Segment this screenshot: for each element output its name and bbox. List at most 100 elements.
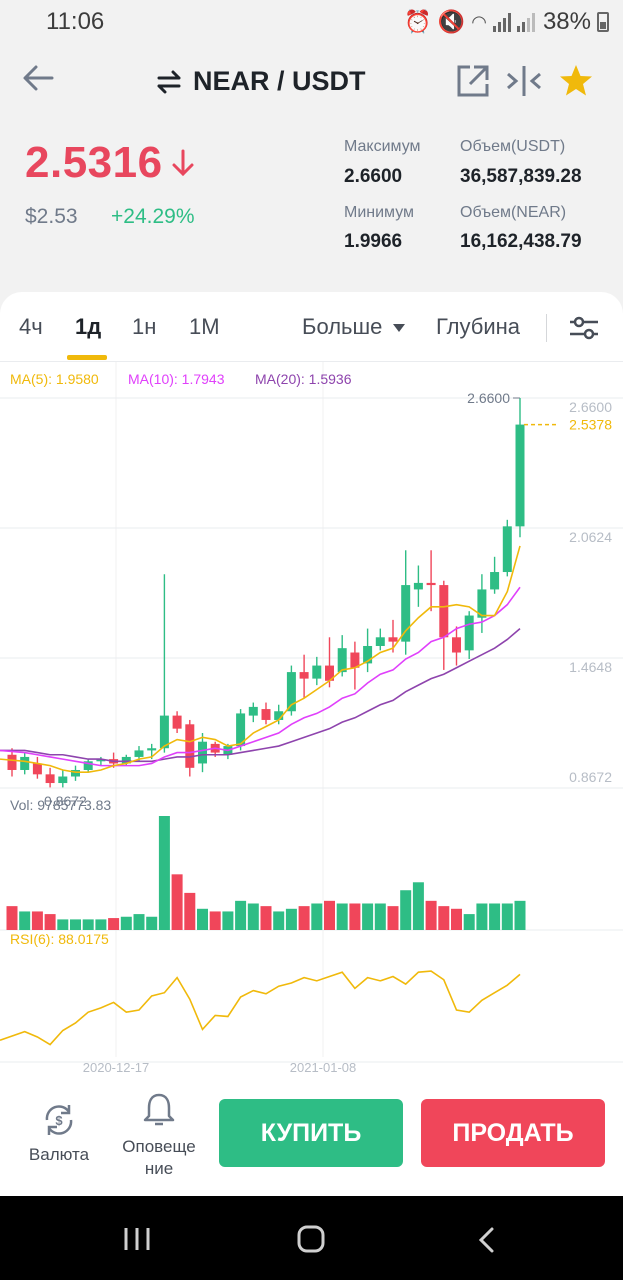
volume-bar [400, 890, 412, 930]
candle-body [477, 589, 487, 618]
candle-body [363, 645, 373, 664]
tab-depth[interactable]: Глубина [436, 314, 521, 339]
volume-bar [298, 906, 310, 930]
candle-body [464, 615, 474, 651]
candle-body [185, 724, 195, 768]
volume-bar [476, 903, 488, 930]
swap-icon [157, 70, 181, 93]
candle-body [299, 672, 309, 679]
candle-body [58, 776, 68, 784]
low-value: 1.9966 [344, 231, 403, 252]
home-icon[interactable] [296, 1224, 326, 1254]
alerts-label-line-1: Оповеще [122, 1137, 196, 1156]
currency-button[interactable]: $ Валюта [20, 1096, 98, 1166]
candle-body [236, 713, 246, 747]
volume-bar [247, 903, 259, 930]
volume-bar [463, 914, 475, 930]
ma5-label: MA(5): 1.9580 [10, 371, 99, 387]
volume-bar [438, 906, 450, 930]
tab-4h[interactable]: 4ч [19, 314, 43, 339]
alerts-button[interactable]: Оповеще ние [117, 1090, 201, 1180]
candles-group [7, 398, 525, 788]
candle-body [388, 637, 398, 642]
candle [363, 628, 373, 673]
settings-sliders-icon[interactable] [568, 314, 600, 342]
back-arrow-icon[interactable] [18, 58, 58, 98]
price-change: +24.29% [111, 205, 195, 228]
candle [185, 719, 195, 777]
candle-body [20, 756, 30, 770]
low-label: Минимум [344, 204, 415, 221]
tab-1m[interactable]: 1M [189, 314, 220, 339]
vol-usdt-value: 36,587,839.28 [460, 166, 582, 187]
volume-bar [184, 892, 196, 930]
candle-body [325, 665, 334, 681]
volume-bar [425, 900, 437, 930]
candle-body [286, 672, 296, 712]
candle [515, 398, 525, 538]
interval-tabs: 4ч 1д 1н 1M Больше Глубина [0, 292, 623, 362]
candle [159, 574, 169, 753]
tab-1w[interactable]: 1н [132, 314, 157, 339]
pair-name: NEAR / USDT [193, 66, 366, 96]
candle-body [45, 774, 55, 784]
candle-body [172, 715, 182, 729]
buy-button[interactable]: КУПИТЬ [219, 1099, 403, 1167]
volume-bar [158, 816, 170, 930]
volume-bar [133, 914, 145, 930]
volume-bar [108, 918, 120, 930]
candle [248, 702, 258, 723]
vol-usdt-label: Объем(USDT) [460, 138, 566, 155]
pair-title[interactable]: NEAR / USDT [155, 66, 366, 97]
volume-label: Vol: 9785773.83 [10, 797, 111, 813]
battery-percent: 38% [542, 8, 591, 35]
tab-1d[interactable]: 1д [75, 314, 102, 339]
volume-bar [273, 911, 285, 930]
vol-near-label: Объем(NEAR) [460, 204, 567, 221]
volume-bar [146, 916, 158, 930]
candle [477, 574, 487, 633]
star-icon[interactable] [557, 62, 595, 100]
volume-bar [336, 903, 348, 930]
rsi-line [0, 970, 521, 1046]
ticker-panel: 2.5316 $2.53 +24.29% Максимум 2.6600 Объ… [0, 120, 623, 290]
candle-body [71, 769, 80, 777]
volume-bar [19, 911, 31, 930]
share-icon[interactable] [454, 62, 492, 100]
candle-body [337, 648, 347, 673]
candle-body [515, 424, 525, 527]
recent-apps-icon[interactable] [122, 1226, 152, 1252]
compare-icon[interactable] [505, 62, 543, 100]
candle-body [502, 526, 512, 573]
candle [401, 550, 411, 655]
nav-back-icon[interactable] [476, 1226, 496, 1254]
candle [502, 519, 512, 577]
y-tick-3: 1.4648 [569, 659, 612, 675]
status-time: 11:06 [46, 8, 105, 35]
volume-bar [6, 906, 18, 930]
volume-bar [197, 908, 208, 930]
alarm-icon: ⏰ [404, 9, 432, 34]
high-label: Максимум [344, 138, 421, 155]
candle [83, 759, 93, 773]
candle [20, 752, 30, 775]
price-down-icon [172, 149, 194, 177]
volume-bar [387, 906, 399, 930]
more-dropdown[interactable]: Больше [302, 314, 406, 340]
volume-bar [514, 900, 526, 930]
price-chart[interactable]: MA(5): 1.9580 MA(10): 1.7943 MA(20): 1.5… [0, 362, 623, 1072]
sell-button[interactable]: ПРОДАТЬ [421, 1099, 605, 1167]
ma20-label: MA(20): 1.5936 [255, 371, 352, 387]
candle-body [159, 715, 169, 749]
last-price: 2.5316 [25, 138, 195, 188]
svg-text:$: $ [55, 1113, 63, 1128]
candle-body [490, 572, 500, 590]
wifi-icon: ◠ [471, 11, 487, 32]
candle [312, 656, 322, 686]
candle-body [121, 756, 131, 764]
candle-body [7, 754, 17, 770]
alerts-label-line-2: ние [144, 1159, 174, 1178]
volume-bar [209, 911, 221, 930]
candle-body [312, 665, 322, 679]
candle [426, 550, 436, 612]
